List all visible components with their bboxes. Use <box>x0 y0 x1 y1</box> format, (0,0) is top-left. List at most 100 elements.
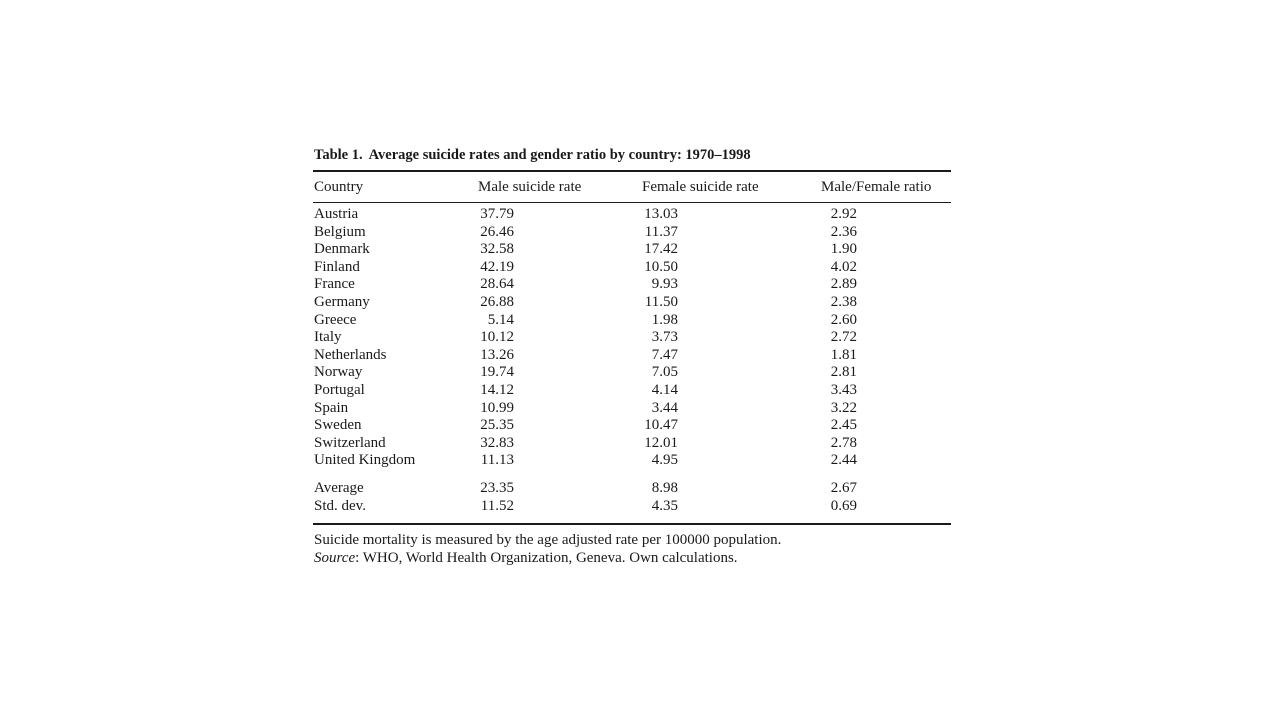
cell-male-rate: 11.52 <box>480 497 514 514</box>
header-ratio: Male/Female ratio <box>821 179 932 195</box>
table-caption: Table 1. Average suicide rates and gender… <box>314 146 951 164</box>
cell-country: Denmark <box>314 241 370 258</box>
cell-female-rate: 7.47 <box>651 346 678 363</box>
cell-ratio: 2.36 <box>830 223 857 240</box>
cell-country: Sweden <box>314 417 362 434</box>
cell-female-rate: 9.93 <box>651 276 678 293</box>
table-notes: Suicide mortality is measured by the age… <box>313 531 951 567</box>
cell-country: Italy <box>314 329 342 346</box>
table-row: Sweden 25.35 10.47 2.45 <box>313 417 951 435</box>
cell-ratio: 2.81 <box>830 364 857 381</box>
table-row: Switzerland 32.83 12.01 2.78 <box>313 435 951 453</box>
cell-male-rate: 10.12 <box>480 329 514 346</box>
cell-country: Greece <box>314 311 357 328</box>
top-rule <box>313 170 951 172</box>
cell-male-rate: 14.12 <box>480 381 514 398</box>
cell-country: Switzerland <box>314 434 386 451</box>
table-caption-label: Table 1. <box>314 147 363 163</box>
summary-row: Average 23.35 8.98 2.67 <box>313 480 951 498</box>
cell-ratio: 2.72 <box>830 329 857 346</box>
table-row: United Kingdom 11.13 4.95 2.44 <box>313 452 951 470</box>
measure-note: Suicide mortality is measured by the age… <box>314 532 782 549</box>
cell-ratio: 2.67 <box>830 479 857 496</box>
cell-male-rate: 32.83 <box>480 434 514 451</box>
cell-country: Norway <box>314 364 363 381</box>
header-female-rate: Female suicide rate <box>642 179 759 195</box>
cell-female-rate: 12.01 <box>644 434 678 451</box>
cell-ratio: 2.38 <box>830 293 857 310</box>
cell-female-rate: 10.50 <box>644 258 678 275</box>
cell-ratio: 2.45 <box>830 417 857 434</box>
cell-female-rate: 4.35 <box>651 497 678 514</box>
table-row: Portugal 14.12 4.14 3.43 <box>313 382 951 400</box>
cell-male-rate: 19.74 <box>480 364 514 381</box>
table-row: France 28.64 9.93 2.89 <box>313 276 951 294</box>
table-row: Italy 10.12 3.73 2.72 <box>313 329 951 347</box>
cell-male-rate: 26.88 <box>480 293 514 310</box>
table-summary: Average 23.35 8.98 2.67 Std. dev. 11.52 4.35 0.… <box>313 475 951 523</box>
cell-country: Netherlands <box>314 346 387 363</box>
cell-male-rate: 25.35 <box>480 417 514 434</box>
header-country: Country <box>314 179 364 195</box>
cell-male-rate: 5.14 <box>487 311 514 328</box>
cell-country: Average <box>314 479 364 496</box>
cell-female-rate: 4.95 <box>651 452 678 469</box>
table-row: Germany 26.88 11.50 2.38 <box>313 294 951 312</box>
table-header-row: Country Male suicide rate Female suicide… <box>313 172 951 202</box>
cell-country: United Kingdom <box>314 452 416 469</box>
cell-ratio: 2.89 <box>830 276 857 293</box>
cell-male-rate: 13.26 <box>480 346 514 363</box>
cell-country: Std. dev. <box>314 497 366 514</box>
cell-country: Spain <box>314 399 349 416</box>
source-text: : WHO, World Health Organization, Geneva… <box>355 550 738 567</box>
table-row: Austria 37.79 13.03 2.92 <box>313 206 951 224</box>
cell-ratio: 2.92 <box>830 206 857 222</box>
table-body: Austria 37.79 13.03 2.92 Belgium 26.46 11.37 2.… <box>313 203 951 475</box>
cell-female-rate: 11.50 <box>644 293 678 310</box>
source-label: Source <box>314 550 356 567</box>
cell-male-rate: 37.79 <box>480 206 514 222</box>
cell-ratio: 2.60 <box>830 311 857 328</box>
table-row: Denmark 32.58 17.42 1.90 <box>313 241 951 259</box>
cell-ratio: 1.81 <box>830 346 857 363</box>
cell-male-rate: 26.46 <box>480 223 514 240</box>
cell-female-rate: 17.42 <box>644 241 678 258</box>
cell-ratio: 2.44 <box>830 452 857 469</box>
cell-male-rate: 10.99 <box>480 399 514 416</box>
cell-female-rate: 3.44 <box>651 399 678 416</box>
cell-country: Germany <box>314 293 370 310</box>
table-1: Table 1. Average suicide rates and gender… <box>313 146 951 567</box>
cell-female-rate: 8.98 <box>651 479 678 496</box>
cell-female-rate: 4.14 <box>651 381 678 398</box>
cell-ratio: 0.69 <box>830 497 857 514</box>
cell-male-rate: 28.64 <box>480 276 514 293</box>
header-rule <box>313 202 951 203</box>
cell-male-rate: 11.13 <box>480 452 514 469</box>
cell-country: Portugal <box>314 381 365 398</box>
cell-ratio: 3.43 <box>830 381 857 398</box>
table-row: Netherlands 13.26 7.47 1.81 <box>313 347 951 365</box>
cell-female-rate: 7.05 <box>651 364 678 381</box>
cell-female-rate: 10.47 <box>644 417 678 434</box>
cell-country: France <box>314 276 355 293</box>
cell-country: Finland <box>314 258 360 275</box>
cell-female-rate: 11.37 <box>644 223 678 240</box>
source-note: Source: WHO, World Health Organization, … <box>314 549 951 567</box>
bottom-rule <box>313 523 951 526</box>
cell-ratio: 2.78 <box>830 434 857 451</box>
cell-female-rate: 13.03 <box>644 206 678 222</box>
table-row: Finland 42.19 10.50 4.02 <box>313 259 951 277</box>
table-caption-text: Average suicide rates and gender ratio b… <box>368 147 751 163</box>
cell-female-rate: 3.73 <box>651 329 678 346</box>
cell-ratio: 3.22 <box>830 399 857 416</box>
cell-ratio: 4.02 <box>830 258 857 275</box>
cell-male-rate: 42.19 <box>480 258 514 275</box>
header-male-rate: Male suicide rate <box>478 179 582 195</box>
cell-female-rate: 1.98 <box>651 311 678 328</box>
table-row: Greece 5.14 1.98 2.60 <box>313 312 951 330</box>
table-row: Spain 10.99 3.44 3.22 <box>313 400 951 418</box>
cell-country: Austria <box>314 206 359 222</box>
cell-ratio: 1.90 <box>830 241 857 258</box>
cell-country: Belgium <box>314 223 366 240</box>
table-row: Belgium 26.46 11.37 2.36 <box>313 224 951 242</box>
